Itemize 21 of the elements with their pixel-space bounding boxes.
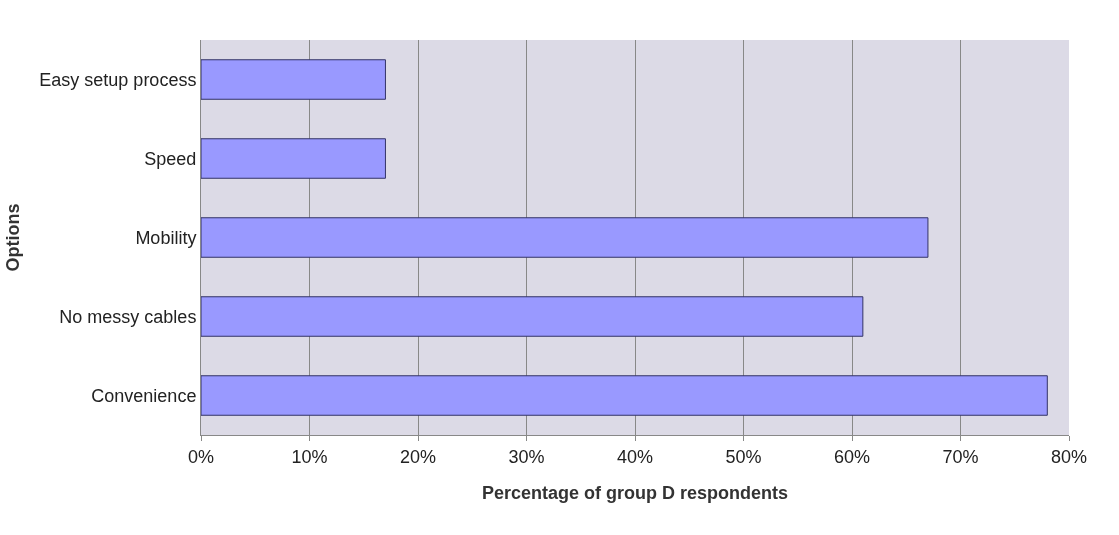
y-axis-title: Options	[2, 203, 23, 272]
x-tick-label: 80%	[1050, 446, 1088, 467]
y-tick-label: Convenience	[91, 385, 197, 406]
x-tick-label: 20%	[399, 446, 437, 467]
x-axis-title: Percentage of group D respondents	[481, 482, 789, 503]
x-tick-label: 10%	[291, 446, 328, 467]
bar	[201, 296, 864, 337]
y-tick-label: Easy setup process	[39, 69, 197, 90]
bar	[201, 375, 1048, 416]
bar	[201, 138, 386, 179]
bar	[201, 59, 386, 100]
x-tick-label: 50%	[725, 446, 762, 467]
x-tick-label: 70%	[942, 446, 979, 467]
y-tick-label: Mobility	[135, 227, 197, 248]
x-tick-label: 30%	[508, 446, 545, 467]
y-tick-label: No messy cables	[59, 306, 197, 327]
y-tick-label: Speed	[144, 148, 197, 169]
x-tick-label: 0%	[187, 446, 215, 467]
bar	[201, 217, 929, 258]
x-tick-label: 40%	[616, 446, 654, 467]
x-tick-label: 60%	[833, 446, 871, 467]
